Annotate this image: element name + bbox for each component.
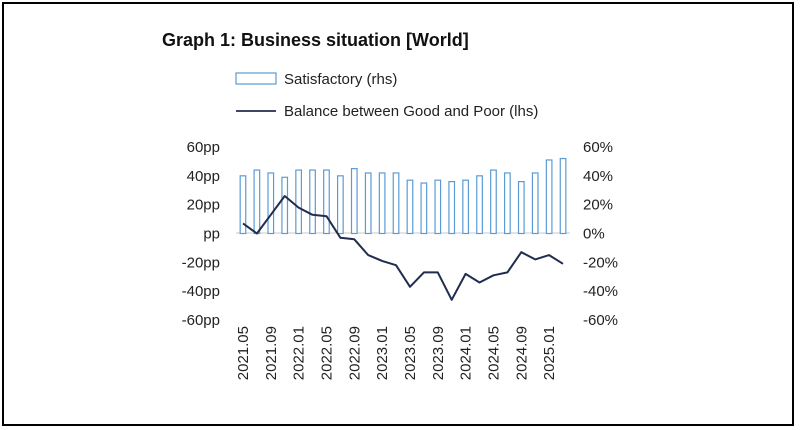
x-tick-label: 2023.05 [402,326,419,380]
bar [309,169,316,235]
right-tick-label: 40% [583,168,613,185]
legend: Satisfactory (rhs) Balance between Good … [235,71,538,120]
balance-line-series [242,195,564,301]
legend-label-balance: Balance between Good and Poor (lhs) [284,103,538,120]
bar [434,179,442,235]
bar [462,179,470,235]
bar [350,168,358,235]
bar [476,175,483,235]
x-tick-label: 2021.09 [263,326,280,380]
x-tick-label: 2021.05 [235,326,252,380]
x-tick-label: 2022.05 [319,326,336,380]
bar [545,159,553,235]
right-tick-label: -60% [583,312,618,329]
legend-label-satisfactory: Satisfactory (rhs) [284,71,397,88]
satisfactory-bars [239,157,567,235]
right-tick-label: -40% [583,283,618,300]
left-tick-label: -60pp [182,312,220,329]
left-tick-label: 40pp [187,168,220,185]
left-tick-label: 20pp [187,197,220,214]
x-tick-label: 2024.05 [486,326,503,380]
legend-bar-swatch [235,72,277,85]
x-tick-label: 2024.09 [513,326,530,380]
x-tick-label: 2022.09 [346,326,363,380]
right-axis: 60% 40% 20% 0% -20% -40% -60% [583,139,618,329]
right-tick-label: 60% [583,139,613,156]
x-tick-label: 2023.01 [374,326,391,380]
x-tick-label: 2024.01 [458,326,475,380]
bar [420,182,428,235]
balance-line [242,195,564,301]
left-tick-label: -20pp [182,254,220,271]
bar [267,172,275,235]
bar [448,181,456,235]
bar [392,172,400,235]
bar [559,157,567,235]
chart-title: Graph 1: Business situation [World] [162,30,469,50]
left-tick-label: pp [203,226,220,243]
right-tick-label: 0% [583,226,605,243]
bar [253,169,261,235]
bar [490,169,497,235]
bar [323,169,330,235]
bar [239,175,247,235]
right-tick-label: -20% [583,254,618,271]
right-tick-label: 20% [583,197,613,214]
bar [295,169,303,235]
left-tick-label: 60pp [187,139,220,156]
bar [378,172,386,235]
bar [503,172,511,235]
left-axis: 60pp 40pp 20pp pp -20pp -40pp -60pp [182,139,220,329]
bar [336,175,344,235]
x-axis: 2021.05 2021.09 2022.01 2022.05 2022.09 2023.… [235,326,558,380]
bar [364,172,372,235]
bar [517,181,525,235]
bar [531,172,539,235]
x-tick-label: 2025.01 [541,326,558,380]
bar [406,179,414,235]
left-tick-label: -40pp [182,283,220,300]
x-tick-label: 2022.01 [291,326,308,380]
bar [281,176,289,235]
x-tick-label: 2023.09 [430,326,447,380]
